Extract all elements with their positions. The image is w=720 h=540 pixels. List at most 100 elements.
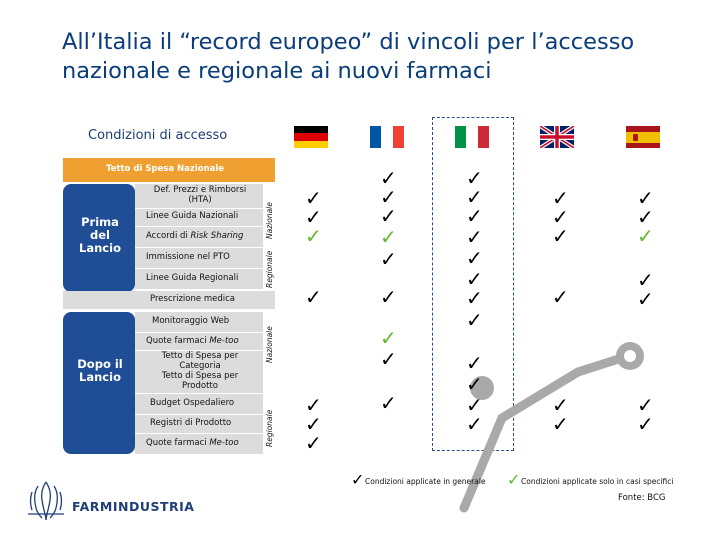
- check-de-general: ✓: [305, 393, 322, 417]
- check-es-general: ✓: [637, 186, 654, 210]
- row-label-tetto-categoria: Tetto di Spesa per Categoria: [161, 351, 239, 371]
- check-de-general: ✓: [305, 412, 322, 436]
- farmindustria-logo-icon: [28, 481, 64, 521]
- row-label-accordi: Accordi di Risk Sharing: [146, 231, 244, 242]
- decorative-lollipop-graphic: [459, 342, 644, 513]
- row-label-tetto-prodotto: Tetto di Spesa per Prodotto: [161, 371, 239, 391]
- check-it-general: ✓: [466, 267, 483, 291]
- check-fr-specific: ✓: [380, 326, 397, 350]
- flag-spain-icon: [626, 126, 660, 148]
- check-it-general: ✓: [466, 308, 483, 332]
- row-label-linee-guida-reg: Linee Guida Regionali: [146, 273, 239, 283]
- logo-wordmark: FARMINDUSTRIA: [72, 499, 195, 514]
- check-uk-general: ✓: [552, 412, 569, 436]
- check-fr-general: ✓: [380, 185, 397, 209]
- check-uk-general: ✓: [552, 205, 569, 229]
- legend-general-label: Condizioni applicate in generale: [365, 477, 486, 486]
- check-fr-general: ✓: [380, 347, 397, 371]
- row-cell-budget: [135, 394, 263, 414]
- top-bar-label: Tetto di Spesa Nazionale: [106, 164, 225, 174]
- check-uk-general: ✓: [552, 285, 569, 309]
- check-it-general: ✓: [466, 204, 483, 228]
- level-label-nazionale-1: Nazionale: [265, 202, 274, 239]
- row-cell-accordi: [135, 227, 263, 247]
- row-label-def-prezzi: Def. Prezzi e Rimborsi (HTA): [153, 185, 247, 205]
- level-label-regionale-2: Regionale: [265, 409, 274, 447]
- check-it-general: ✓: [466, 185, 483, 209]
- row-label-quote-naz: Quote farmaci Me-too: [146, 336, 239, 347]
- row-label-monitoraggio: Monitoraggio Web: [152, 316, 230, 326]
- check-es-specific: ✓: [637, 224, 654, 248]
- level-label-regionale-1: Regionale: [265, 250, 274, 288]
- check-de-general: ✓: [305, 205, 322, 229]
- decorative-stroke: [459, 351, 633, 513]
- row-label-quote-reg-text: Quote farmaci: [146, 438, 207, 448]
- row-cell-linee-guida-reg: [135, 269, 263, 289]
- row-cell-tetto: [135, 351, 263, 393]
- level-label-nazionale-2: Nazionale: [265, 326, 274, 363]
- source-note: Fonte: BCG: [618, 493, 666, 503]
- row-label-quote-naz-italic: Me-too: [209, 336, 239, 346]
- check-it-general: ✓: [466, 166, 483, 190]
- row-cell-quote-reg: [135, 434, 263, 454]
- check-de-general: ✓: [305, 285, 322, 309]
- row-label-quote-reg: Quote farmaci Me-too: [146, 438, 239, 449]
- row-label-accordi-italic: Risk Sharing: [190, 231, 244, 241]
- row-label-quote-reg-italic: Me-too: [209, 438, 239, 448]
- legend-specific-label: Condizioni applicate solo in casi specif…: [521, 477, 674, 486]
- check-es-general: ✓: [637, 287, 654, 311]
- decorative-dot-outer: [470, 376, 494, 400]
- row-label-budget: Budget Ospedaliero: [150, 398, 235, 408]
- flag-italy-icon: [455, 126, 489, 148]
- check-it-general: ✓: [466, 286, 483, 310]
- check-es-general: ✓: [637, 205, 654, 229]
- row-label-linee-guida-naz: Linee Guida Nazionali: [146, 211, 239, 221]
- legend-general-check-icon: ✓: [351, 470, 365, 489]
- row-cell-registri: [135, 415, 263, 433]
- row-cell-prescrizione: [63, 291, 275, 309]
- italy-highlight-box: [432, 117, 514, 451]
- slide-title: All’Italia il “record europeo” di vincol…: [62, 29, 635, 84]
- phase-box-dopo: [63, 312, 135, 454]
- check-uk-general: ✓: [552, 393, 569, 417]
- row-label-quote-naz-text: Quote farmaci: [146, 336, 207, 346]
- check-de-general: ✓: [305, 431, 322, 455]
- phase-box-prima: [63, 184, 135, 292]
- check-es-general: ✓: [637, 268, 654, 292]
- decorative-dot-inner: [624, 350, 636, 362]
- check-it-general: ✓: [466, 372, 483, 396]
- top-bar: [63, 158, 275, 182]
- check-de-specific: ✓: [305, 224, 322, 248]
- check-uk-general: ✓: [552, 186, 569, 210]
- row-label-immissione: Immissione nel PTO: [146, 252, 230, 262]
- check-fr-general: ✓: [380, 204, 397, 228]
- row-cell-quote-naz: [135, 333, 263, 350]
- check-fr-specific: ✓: [380, 225, 397, 249]
- check-it-general: ✓: [466, 412, 483, 436]
- check-es-general: ✓: [637, 393, 654, 417]
- flag-uk-icon: [540, 126, 574, 148]
- flag-germany-icon: [294, 126, 328, 148]
- check-es-general: ✓: [637, 412, 654, 436]
- check-fr-general: ✓: [380, 247, 397, 271]
- row-label-accordi-text: Accordi di: [146, 231, 188, 241]
- phase-label-dopo: Dopo il Lancio: [77, 357, 123, 385]
- check-fr-general: ✓: [380, 391, 397, 415]
- section-subtitle: Condizioni di accesso: [88, 128, 228, 143]
- check-fr-general: ✓: [380, 285, 397, 309]
- row-label-prescrizione: Prescrizione medica: [150, 294, 235, 304]
- check-de-general: ✓: [305, 186, 322, 210]
- check-it-general: ✓: [466, 225, 483, 249]
- check-it-general: ✓: [466, 393, 483, 417]
- row-cell-def-prezzi: [135, 184, 263, 208]
- row-cell-immissione: [135, 248, 263, 268]
- row-cell-linee-guida-naz: [135, 209, 263, 226]
- phase-label-prima: Prima del Lancio: [79, 215, 121, 256]
- check-it-general: ✓: [466, 351, 483, 375]
- check-fr-general: ✓: [380, 166, 397, 190]
- check-it-general: ✓: [466, 246, 483, 270]
- flag-france-icon: [370, 126, 404, 148]
- row-cell-monitoraggio: [135, 312, 263, 332]
- check-uk-general: ✓: [552, 224, 569, 248]
- row-label-registri: Registri di Prodotto: [150, 418, 232, 428]
